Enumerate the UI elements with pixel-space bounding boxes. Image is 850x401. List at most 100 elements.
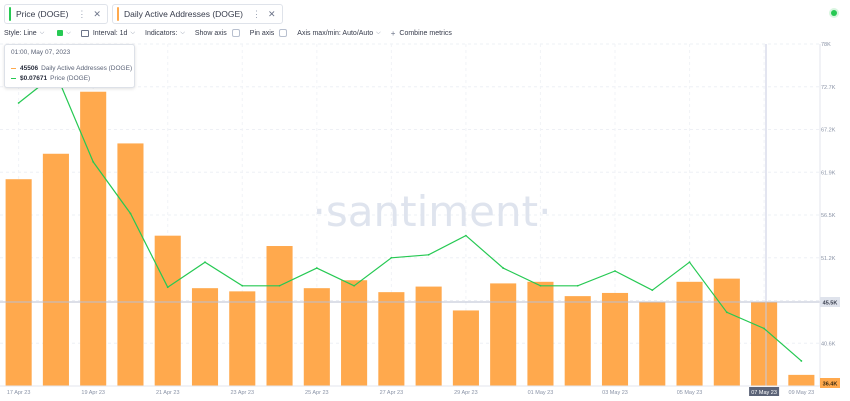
- live-status-icon: [831, 10, 837, 16]
- price-point: [576, 284, 579, 287]
- combine-metrics-label: Combine metrics: [399, 29, 452, 37]
- interval-label: Interval: 1d: [92, 29, 128, 37]
- daa-bar[interactable]: [229, 291, 256, 386]
- daa-bar[interactable]: [452, 310, 479, 386]
- daa-bar[interactable]: [303, 288, 330, 386]
- price-point: [166, 286, 169, 289]
- y-tick-label: 40.6K: [821, 341, 836, 347]
- x-tick-label: 27 Apr 23: [380, 390, 404, 396]
- price-point: [800, 360, 803, 362]
- show-axis-toggle[interactable]: Show axis: [195, 29, 240, 37]
- daa-bar[interactable]: [80, 91, 107, 386]
- chevron-down-icon: ⌵: [39, 29, 45, 36]
- daa-bar[interactable]: [713, 278, 740, 386]
- daa-bar[interactable]: [639, 301, 666, 386]
- chevron-down-icon: ⌵: [376, 29, 381, 36]
- price-point: [17, 102, 20, 104]
- daa-bar[interactable]: [154, 235, 181, 386]
- price-point: [427, 253, 430, 256]
- color-picker[interactable]: ⌵: [54, 30, 71, 37]
- combine-metrics-button[interactable]: + Combine metrics: [391, 29, 452, 38]
- style-dropdown[interactable]: Style: Line ⌵: [4, 30, 44, 37]
- tooltip-row-price: $0.07671 Price (DOGE): [11, 75, 90, 82]
- min-value-label: 36.4K: [823, 382, 838, 388]
- min-value-badge: 36.4K: [820, 378, 840, 388]
- y-tick-label: 61.9K: [821, 170, 836, 176]
- daa-bar[interactable]: [5, 179, 32, 386]
- close-icon[interactable]: ✕: [268, 8, 276, 19]
- chart-tooltip: 01:00, May 07, 2023 45506 Daily Active A…: [4, 44, 135, 88]
- tab-color-bar: [116, 7, 119, 21]
- more-options-icon[interactable]: ⋮: [252, 8, 261, 19]
- x-tick-label: 23 Apr 23: [230, 390, 254, 396]
- tooltip-price-name: Price (DOGE): [50, 75, 91, 82]
- current-value-label: 45.5K: [823, 301, 838, 307]
- show-axis-label: Show axis: [194, 29, 227, 37]
- legend-mark-price: [11, 77, 16, 80]
- daa-bar[interactable]: [490, 283, 517, 386]
- daa-bar[interactable]: [191, 288, 219, 386]
- tooltip-price-value: $0.07671: [20, 75, 48, 82]
- tooltip-date: 01:00, May 07, 2023: [11, 49, 71, 56]
- daa-bar[interactable]: [415, 286, 442, 386]
- daa-bar[interactable]: [42, 153, 69, 386]
- daa-bar[interactable]: [788, 374, 815, 386]
- axis-minmax-dropdown[interactable]: Axis max/min: Auto/Auto ⌵: [297, 30, 380, 37]
- x-tick-label: 29 Apr 23: [454, 390, 478, 396]
- x-tick-label: 09 May 23: [789, 390, 815, 396]
- axis-minmax-label: Axis max/min: Auto/Auto: [297, 29, 374, 37]
- indicators-label: Indicators:: [145, 29, 178, 37]
- price-point: [502, 267, 505, 269]
- x-tick-label: 19 Apr 23: [81, 390, 105, 396]
- indicators-dropdown[interactable]: Indicators: ⌵: [145, 30, 185, 37]
- chart-toolbar: Style: Line ⌵ ⌵ Interval: 1d ⌵ Indicator…: [4, 27, 462, 39]
- tooltip-daa-value: 45506: [20, 65, 39, 72]
- daa-bar[interactable]: [751, 302, 778, 386]
- x-tick-label-highlighted: 07 May 23: [751, 390, 777, 396]
- chevron-down-icon: ⌵: [66, 29, 71, 36]
- daa-bar[interactable]: [564, 296, 591, 386]
- close-icon[interactable]: ✕: [93, 8, 101, 19]
- legend-mark-daa: [11, 67, 16, 70]
- daa-bar[interactable]: [117, 143, 144, 386]
- x-axis-ticks: 17 Apr 23 19 Apr 23 21 Apr 23 23 Apr 23 25 A…: [7, 387, 814, 396]
- pin-axis-checkbox[interactable]: [279, 29, 288, 37]
- interval-dropdown[interactable]: Interval: 1d ⌵: [80, 29, 135, 37]
- price-point: [92, 161, 95, 163]
- price-point: [204, 261, 206, 264]
- current-value-badge: 45.5K: [820, 297, 840, 307]
- style-label: Style: Line: [4, 29, 37, 37]
- tab-price-doge[interactable]: Price (DOGE) ⋮ ✕: [4, 4, 108, 24]
- daa-bar[interactable]: [266, 246, 293, 386]
- daa-bar[interactable]: [341, 280, 368, 386]
- bar-series: [5, 91, 815, 386]
- santiment-watermark: ·santiment·: [313, 187, 552, 236]
- daa-bar[interactable]: [527, 281, 554, 386]
- daa-bar[interactable]: [676, 281, 703, 386]
- chevron-down-icon: ⌵: [180, 29, 185, 36]
- tooltip-daa-name: Daily Active Addresses (DOGE): [41, 65, 133, 72]
- x-tick-label: 17 Apr 23: [7, 390, 31, 396]
- price-points: [17, 72, 803, 362]
- x-tick-label: 01 May 23: [528, 390, 554, 396]
- y-tick-label: 72.7K: [821, 85, 836, 91]
- color-swatch-icon: [57, 30, 64, 36]
- price-point: [129, 212, 132, 215]
- tab-daily-active-addresses[interactable]: Daily Active Addresses (DOGE) ⋮ ✕: [111, 4, 283, 24]
- price-point: [763, 327, 765, 330]
- tab-label: Price (DOGE): [16, 9, 69, 19]
- y-tick-label: 51.2K: [821, 256, 836, 262]
- price-point: [390, 256, 393, 259]
- show-axis-checkbox[interactable]: [231, 29, 240, 37]
- y-tick-label: 56.5K: [821, 213, 836, 219]
- pin-axis-toggle[interactable]: Pin axis: [250, 29, 288, 37]
- tab-label: Daily Active Addresses (DOGE): [123, 9, 244, 19]
- price-point: [315, 267, 318, 269]
- pin-axis-label: Pin axis: [249, 29, 275, 37]
- x-tick-label: 21 Apr 23: [156, 390, 180, 396]
- y-tick-label: 67.2K: [821, 128, 836, 134]
- daa-bar[interactable]: [601, 292, 629, 386]
- more-options-icon[interactable]: ⋮: [77, 8, 86, 19]
- daa-bar[interactable]: [378, 292, 405, 386]
